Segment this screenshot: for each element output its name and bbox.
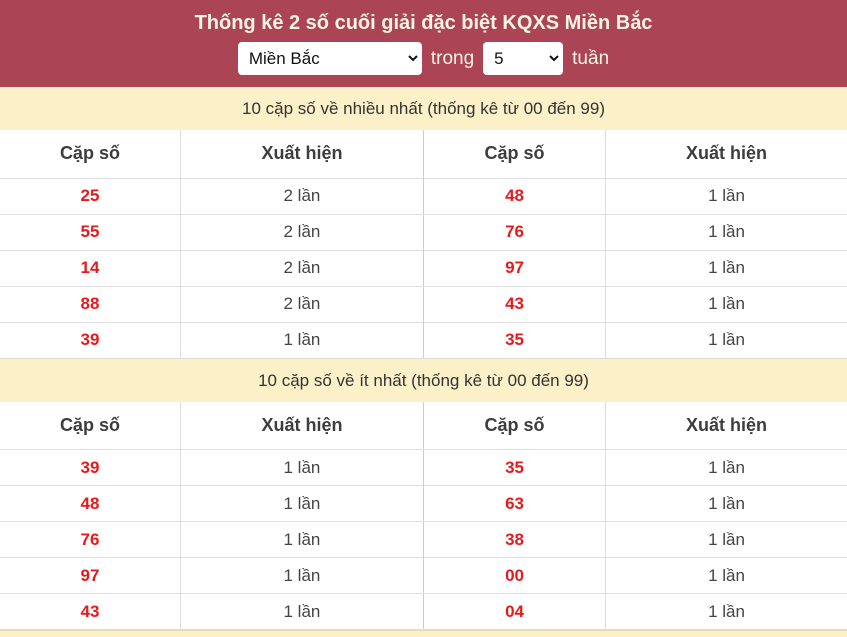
section-heading-most-frequent: 10 cặp số về nhiều nhất (thống kê từ 00 … bbox=[0, 87, 847, 130]
appearance-count: 1 lần bbox=[179, 593, 424, 630]
least-frequent-table: Cặp số Xuất hiện Cặp số Xuất hiện 39 1 l… bbox=[0, 401, 847, 630]
pair-value: 76 bbox=[0, 521, 181, 558]
appearance-count: 1 lần bbox=[179, 521, 424, 558]
table-header-row: Cặp số Xuất hiện Cặp số Xuất hiện bbox=[0, 130, 847, 179]
pair-value: 35 bbox=[422, 449, 606, 486]
table-row: 76 1 lần 38 1 lần bbox=[0, 521, 847, 558]
appearance-count: 1 lần bbox=[179, 449, 424, 486]
appearance-count: 1 lần bbox=[605, 485, 847, 522]
region-select[interactable]: Miền Bắc bbox=[237, 42, 422, 75]
column-header-appearances: Xuất hiện bbox=[179, 130, 424, 179]
section-heading-least-frequent: 10 cặp số về ít nhất (thống kê từ 00 đến… bbox=[0, 358, 847, 402]
appearance-count: 1 lần bbox=[605, 593, 847, 630]
column-header-pair: Cặp số bbox=[0, 401, 181, 450]
table-row: 39 1 lần 35 1 lần bbox=[0, 449, 847, 486]
weeks-select[interactable]: 5 bbox=[483, 42, 564, 75]
appearance-count: 2 lần bbox=[179, 214, 424, 251]
appearance-count: 1 lần bbox=[179, 557, 424, 594]
table-row: 39 1 lần 35 1 lần bbox=[0, 322, 847, 359]
pair-value: 48 bbox=[0, 485, 181, 522]
column-header-pair: Cặp số bbox=[422, 401, 606, 450]
appearance-count: 1 lần bbox=[605, 178, 847, 215]
pair-value: 48 bbox=[422, 178, 606, 215]
tuan-label: tuần bbox=[572, 47, 610, 69]
appearance-count: 1 lần bbox=[605, 521, 847, 558]
pair-value: 39 bbox=[0, 449, 181, 486]
appearance-count: 1 lần bbox=[605, 322, 847, 359]
pair-value: 38 bbox=[422, 521, 606, 558]
pair-value: 00 bbox=[422, 557, 606, 594]
page-title: Thống kê 2 số cuối giải đặc biệt KQXS Mi… bbox=[194, 12, 653, 34]
next-section-strip bbox=[0, 630, 847, 637]
pair-value: 35 bbox=[422, 322, 606, 359]
table-row: 97 1 lần 00 1 lần bbox=[0, 557, 847, 594]
pair-value: 43 bbox=[0, 593, 181, 630]
pair-value: 97 bbox=[422, 250, 606, 287]
appearance-count: 1 lần bbox=[605, 286, 847, 323]
table-row: 43 1 lần 04 1 lần bbox=[0, 593, 847, 630]
pair-value: 55 bbox=[0, 214, 181, 251]
table-header-row: Cặp số Xuất hiện Cặp số Xuất hiện bbox=[0, 401, 847, 450]
column-header-appearances: Xuất hiện bbox=[179, 401, 424, 450]
pair-value: 39 bbox=[0, 322, 181, 359]
pair-value: 14 bbox=[0, 250, 181, 287]
appearance-count: 1 lần bbox=[179, 485, 424, 522]
appearance-count: 1 lần bbox=[605, 214, 847, 251]
pair-value: 25 bbox=[0, 178, 181, 215]
pair-value: 63 bbox=[422, 485, 606, 522]
table-row: 55 2 lần 76 1 lần bbox=[0, 214, 847, 251]
appearance-count: 1 lần bbox=[605, 250, 847, 287]
pair-value: 76 bbox=[422, 214, 606, 251]
filter-controls: Miền Bắc trong 5 tuần bbox=[0, 42, 847, 75]
column-header-appearances: Xuất hiện bbox=[605, 401, 847, 450]
pair-value: 97 bbox=[0, 557, 181, 594]
app-header: Thống kê 2 số cuối giải đặc biệt KQXS Mi… bbox=[0, 0, 847, 87]
appearance-count: 1 lần bbox=[605, 449, 847, 486]
appearance-count: 1 lần bbox=[179, 322, 424, 359]
table-row: 14 2 lần 97 1 lần bbox=[0, 250, 847, 287]
pair-value: 43 bbox=[422, 286, 606, 323]
column-header-pair: Cặp số bbox=[0, 130, 181, 179]
table-row: 25 2 lần 48 1 lần bbox=[0, 178, 847, 215]
pair-value: 04 bbox=[422, 593, 606, 630]
column-header-appearances: Xuất hiện bbox=[605, 130, 847, 179]
appearance-count: 2 lần bbox=[179, 250, 424, 287]
appearance-count: 2 lần bbox=[179, 178, 424, 215]
table-row: 88 2 lần 43 1 lần bbox=[0, 286, 847, 323]
table-row: 48 1 lần 63 1 lần bbox=[0, 485, 847, 522]
column-header-pair: Cặp số bbox=[422, 130, 606, 179]
pair-value: 88 bbox=[0, 286, 181, 323]
appearance-count: 2 lần bbox=[179, 286, 424, 323]
appearance-count: 1 lần bbox=[605, 557, 847, 594]
trong-label: trong bbox=[430, 47, 475, 69]
most-frequent-table: Cặp số Xuất hiện Cặp số Xuất hiện 25 2 l… bbox=[0, 130, 847, 359]
